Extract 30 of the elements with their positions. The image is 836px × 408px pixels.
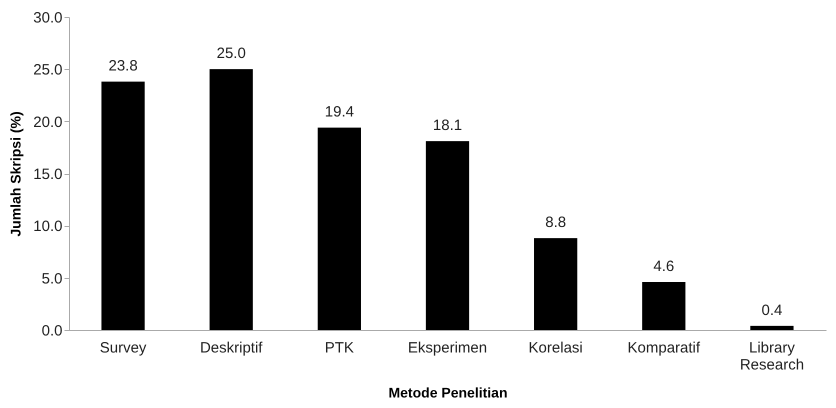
y-tick-label: 25.0 (33, 62, 62, 79)
x-axis-title: Metode Penelitian (388, 384, 508, 400)
bar (426, 141, 470, 330)
data-label: 4.6 (653, 258, 674, 276)
bar (534, 238, 578, 330)
data-label: 23.8 (108, 58, 138, 75)
x-tick-label: PTK (324, 340, 354, 356)
data-label: 0.4 (762, 302, 782, 319)
y-tick-label: 15.0 (33, 166, 62, 183)
bar (101, 82, 145, 330)
data-label: 8.8 (545, 214, 566, 232)
bar (750, 326, 794, 330)
x-tick-label: Eksperimen (408, 340, 488, 356)
data-label: 19.4 (324, 104, 354, 121)
y-tick-label: 20.0 (33, 114, 62, 131)
data-label: 18.1 (432, 117, 462, 134)
y-axis-title: Jumlah Skripsi (%) (7, 111, 24, 237)
bar (642, 282, 686, 330)
y-tick-label: 0.0 (42, 322, 62, 340)
data-label: 25.0 (216, 45, 246, 62)
x-tick-label: Komparatif (628, 340, 701, 356)
y-tick-label: 30.0 (33, 10, 62, 26)
bar (318, 128, 361, 330)
x-tick-label: Survey (100, 340, 147, 356)
y-tick-label: 10.0 (33, 218, 62, 236)
x-tick-label: Library Research (740, 340, 804, 374)
x-tick-label: Korelasi (528, 340, 583, 356)
bar (210, 69, 253, 330)
y-tick-label: 5.0 (42, 270, 62, 288)
x-tick-label: Deskriptif (200, 340, 264, 356)
